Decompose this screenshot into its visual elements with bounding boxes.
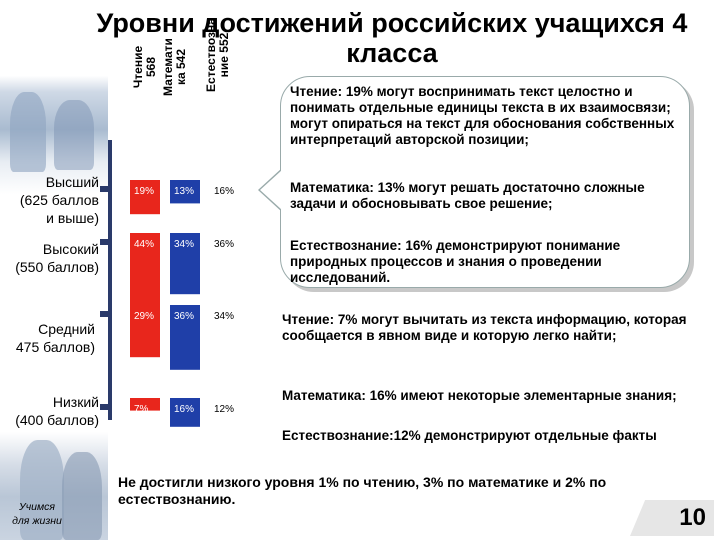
sidebar-figure [10, 92, 46, 172]
slogan: Учимся для жизни [12, 501, 62, 527]
bubble-paragraph-science: Естествознание: 16% демонстрируют понима… [290, 238, 621, 285]
bar [170, 398, 200, 427]
bar-value-label: 12% [214, 404, 234, 415]
low-paragraph-math: Математика: 16% имеют некоторые элемента… [282, 388, 677, 403]
bar [170, 180, 200, 204]
bar-value-label: 36% [214, 239, 234, 250]
bar [130, 233, 160, 313]
bar-value-label: 44% [134, 239, 154, 250]
bar-value-label: 13% [174, 186, 194, 197]
low-paragraph-reading: Чтение: 7% могут вычитать из текста инфо… [282, 312, 687, 343]
low-paragraph-science: Естествознание:12% демонстрируют отдельн… [282, 428, 657, 443]
level-label-low: Низкий (400 баллов) [15, 394, 99, 428]
bar [130, 398, 160, 411]
bar-value-label: 36% [174, 311, 194, 322]
level-label-medium: Средний 475 баллов) [15, 321, 95, 355]
callout-bubble [280, 76, 690, 288]
page-number-box [630, 500, 714, 536]
level-tick [100, 404, 110, 410]
bar [130, 305, 160, 358]
bar [170, 233, 200, 295]
page-number: 10 [679, 504, 706, 531]
bubble-paragraph-reading: Чтение: 19% могут воспринимать текст цел… [290, 84, 675, 147]
level-tick [100, 239, 110, 245]
level-label-high: Высокий (550 баллов) [15, 241, 99, 275]
bar-value-label: 16% [174, 404, 194, 415]
bottom-note: Не достигли низкого уровня 1% по чтению,… [118, 474, 607, 507]
sidebar-photo-strip [0, 0, 108, 540]
bar-value-label: 7% [134, 404, 149, 415]
bar-value-label: 34% [214, 311, 234, 322]
sidebar-figure [62, 452, 102, 540]
sidebar-figure [20, 440, 64, 540]
bar-value-label: 16% [214, 186, 234, 197]
bubble-tail-inner [260, 170, 282, 210]
bar-value-label: 34% [174, 239, 194, 250]
bar-value-label: 29% [134, 311, 154, 322]
level-tick [100, 311, 110, 317]
bar-value-label: 19% [134, 186, 154, 197]
bar [170, 305, 200, 370]
page-title: Уровни достижений российских учащихся 4 … [96, 8, 688, 68]
sidebar-figure [54, 100, 94, 170]
bubble-paragraph-math: Математика: 13% могут решать достаточно … [290, 180, 645, 211]
level-label-highest: Высший (625 баллов и выше) [19, 174, 99, 226]
level-tick [100, 186, 110, 192]
bar [130, 180, 160, 215]
